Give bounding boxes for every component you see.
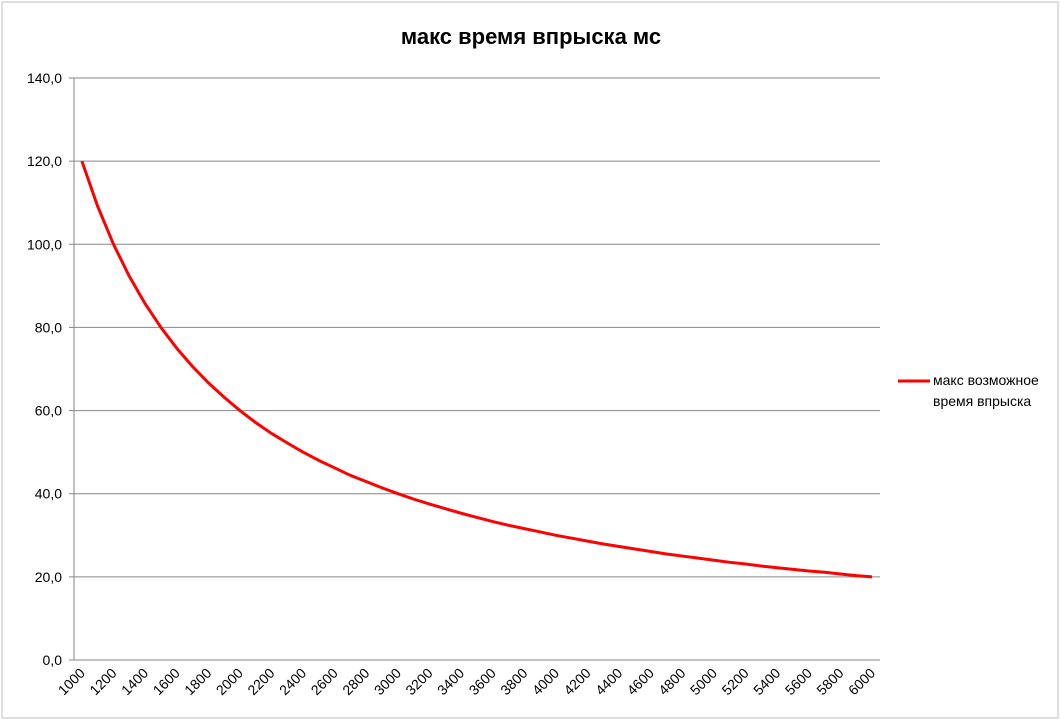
y-tick-label: 20,0 xyxy=(35,569,62,585)
y-tick-label: 120,0 xyxy=(27,153,62,169)
y-tick-label: 80,0 xyxy=(35,319,62,335)
legend-label: макс возможное время впрыска xyxy=(933,372,1039,409)
data-line xyxy=(80,160,873,579)
y-tick-label: 40,0 xyxy=(35,486,62,502)
y-tick-label: 60,0 xyxy=(35,403,62,419)
chart-title: макс время впрыска мс xyxy=(401,24,661,49)
y-tick-label: 100,0 xyxy=(27,236,62,252)
y-tick-label: 140,0 xyxy=(27,70,62,86)
y-tick-label: 0,0 xyxy=(43,652,63,668)
